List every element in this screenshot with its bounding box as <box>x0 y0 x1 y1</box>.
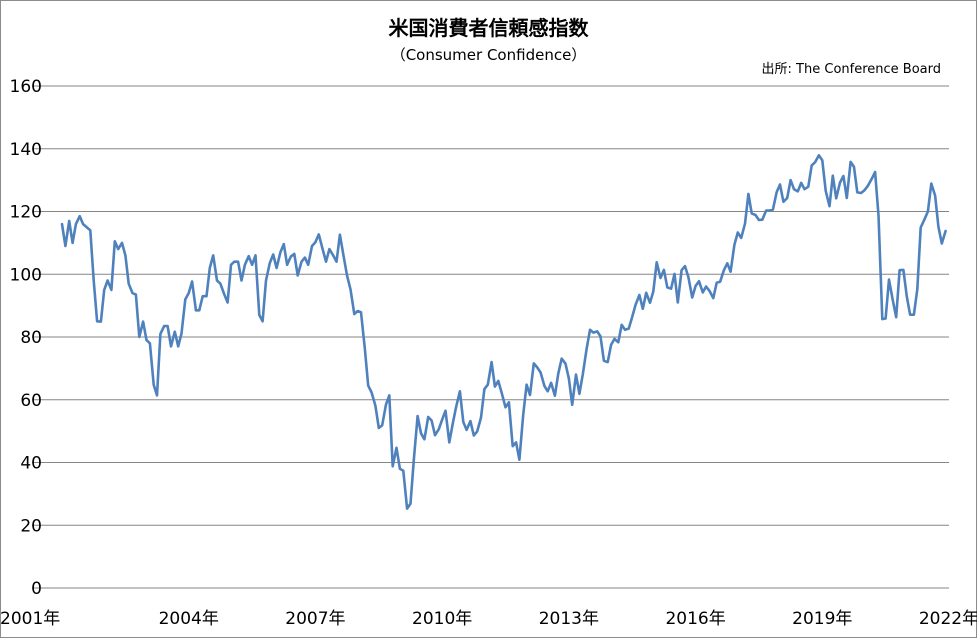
y-tick-label: 120 <box>10 203 42 223</box>
y-tick-label: 20 <box>20 516 42 536</box>
chart-subtitle: （Consumer Confidence） <box>390 46 587 64</box>
chart-title: 米国消費者信頼感指数 <box>388 16 589 40</box>
y-tick-label: 0 <box>31 579 42 599</box>
x-tick-label: 2019年 <box>792 609 852 629</box>
y-axis-tick-labels: 0 20 40 60 80 100 120 140 160 <box>10 77 42 599</box>
series-layer <box>60 154 947 510</box>
gridlines <box>32 85 949 589</box>
x-tick-label: 2022年 <box>919 609 977 629</box>
y-tick-label: 60 <box>20 391 42 411</box>
chart-source: 出所: The Conference Board <box>761 62 941 77</box>
y-tick-label: 100 <box>10 265 42 285</box>
x-axis-tick-labels: 2001年 2004年 2007年 2010年 2013年 2016年 2019年 2022年 <box>0 609 977 629</box>
x-tick-label: 2013年 <box>539 609 599 629</box>
x-tick-label: 2016年 <box>665 609 725 629</box>
y-tick-label: 160 <box>10 77 42 97</box>
x-tick-label: 2010年 <box>412 609 472 629</box>
x-tick-label: 2001年 <box>0 609 60 629</box>
y-tick-label: 140 <box>10 140 42 160</box>
y-tick-label: 40 <box>20 454 42 474</box>
y-tick-label: 80 <box>20 328 42 348</box>
series-line-0 <box>60 154 947 510</box>
x-tick-label: 2007年 <box>285 609 345 629</box>
x-tick-label: 2004年 <box>159 609 219 629</box>
